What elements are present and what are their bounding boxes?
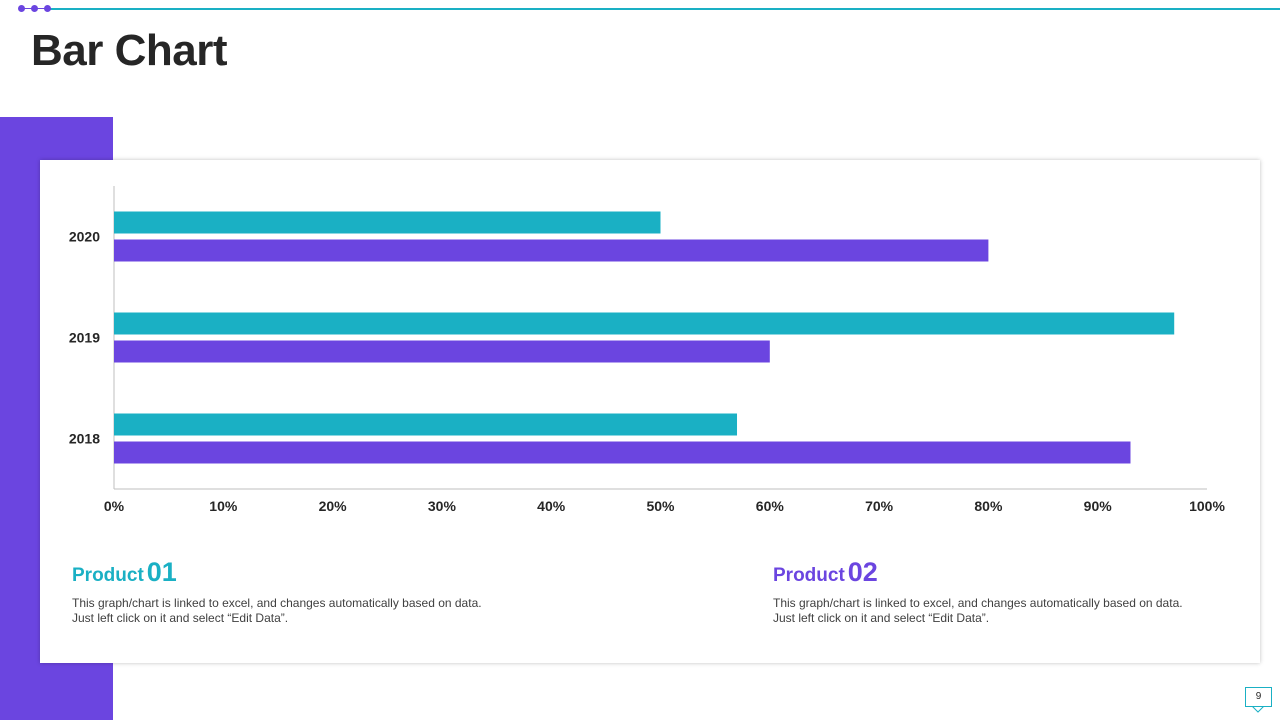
page-badge-pointer-icon <box>1252 706 1264 713</box>
y-tick-label: 2019 <box>69 330 100 346</box>
product-01-description: This graph/chart is linked to excel, and… <box>72 596 482 625</box>
bar-chart[interactable]: 2020 2019 2018 0% 10% 20% 30% 40% 50% 60% 70% 80% 90… <box>40 160 1260 540</box>
y-tick-label: 2018 <box>69 431 100 447</box>
bar <box>114 340 770 363</box>
header-dots-decoration <box>18 5 54 13</box>
y-tick-label: 2020 <box>69 229 100 245</box>
bar <box>114 211 661 234</box>
product-02-number: 02 <box>847 557 878 587</box>
product-02-block: Product 02 This graph/chart is linked to… <box>773 557 1203 626</box>
slide-title: Bar Chart <box>31 26 228 75</box>
chart-card: 2020 2019 2018 0% 10% 20% 30% 40% 50% 60% 70% 80% 90… <box>40 160 1260 663</box>
x-tick-label: 60% <box>756 498 785 514</box>
x-tick-label: 100% <box>1189 498 1225 514</box>
page-number-badge: 9 <box>1245 687 1272 707</box>
x-tick-label: 50% <box>646 498 675 514</box>
product-01-number: 01 <box>146 557 177 587</box>
x-tick-label: 70% <box>865 498 894 514</box>
product-02-label: Product <box>773 565 845 586</box>
x-tick-label: 0% <box>104 498 125 514</box>
bar <box>114 413 738 436</box>
product-02-description: This graph/chart is linked to excel, and… <box>773 596 1183 625</box>
header-rule <box>50 8 1280 10</box>
product-01-label: Product <box>72 565 144 586</box>
x-tick-label: 30% <box>428 498 457 514</box>
bar <box>114 239 989 262</box>
x-tick-label: 10% <box>209 498 238 514</box>
product-01-block: Product 01 This graph/chart is linked to… <box>72 557 502 626</box>
x-tick-label: 90% <box>1084 498 1113 514</box>
bar <box>114 441 1131 464</box>
x-tick-label: 40% <box>537 498 566 514</box>
x-tick-label: 20% <box>319 498 348 514</box>
x-tick-label: 80% <box>974 498 1003 514</box>
bar <box>114 312 1175 335</box>
